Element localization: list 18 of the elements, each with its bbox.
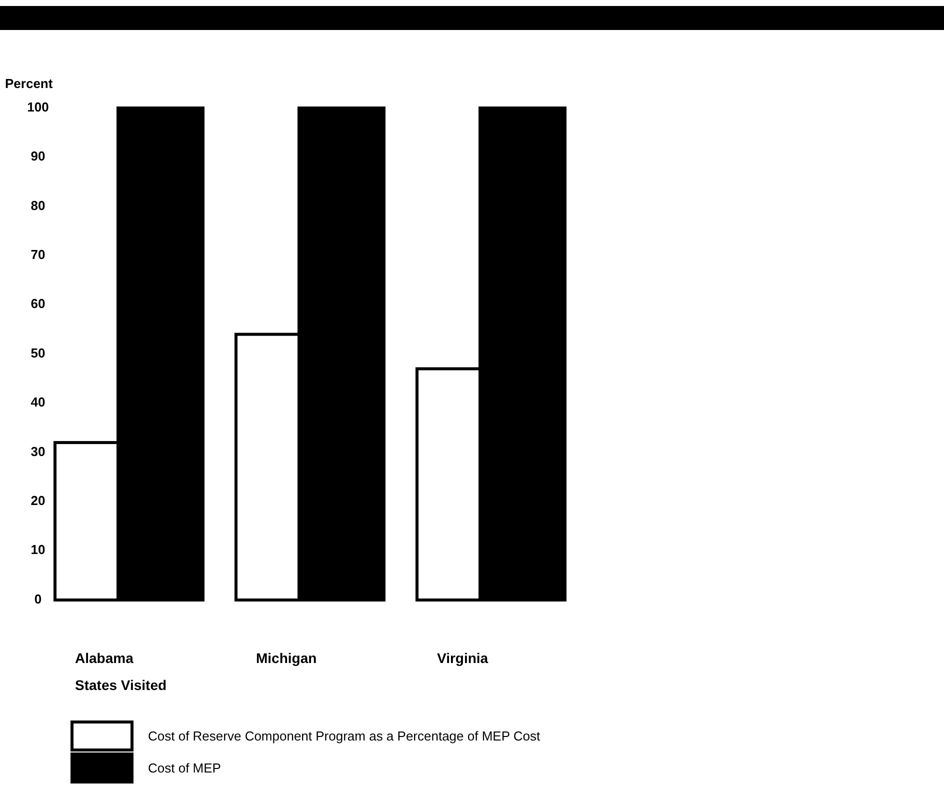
y-tick-label: 60	[30, 296, 46, 312]
x-tick-label: Michigan	[256, 650, 317, 666]
y-tick-label: 20	[30, 493, 46, 508]
y-tick-label: 50	[30, 345, 46, 360]
x-tick-label: Virginia	[437, 650, 488, 666]
x-tick-label: Alabama	[75, 650, 134, 666]
y-tick-label: 10	[30, 542, 46, 558]
y-tick-label: 80	[30, 198, 46, 213]
legend-label: Cost of MEP	[148, 760, 221, 776]
y-tick-label: 70	[30, 247, 46, 262]
y-tick-label: 40	[30, 394, 46, 410]
y-tick-label: 100	[27, 99, 49, 114]
y-tick-label: 30	[30, 444, 46, 459]
y-tick-label: 90	[30, 148, 46, 164]
x-axis-title: States Visited	[75, 677, 167, 693]
legend-label: Cost of Reserve Component Program as a Percentage of MEP Cost	[148, 728, 540, 744]
y-axis-title: Percent	[5, 76, 54, 91]
y-tick-label: 0	[34, 591, 42, 606]
